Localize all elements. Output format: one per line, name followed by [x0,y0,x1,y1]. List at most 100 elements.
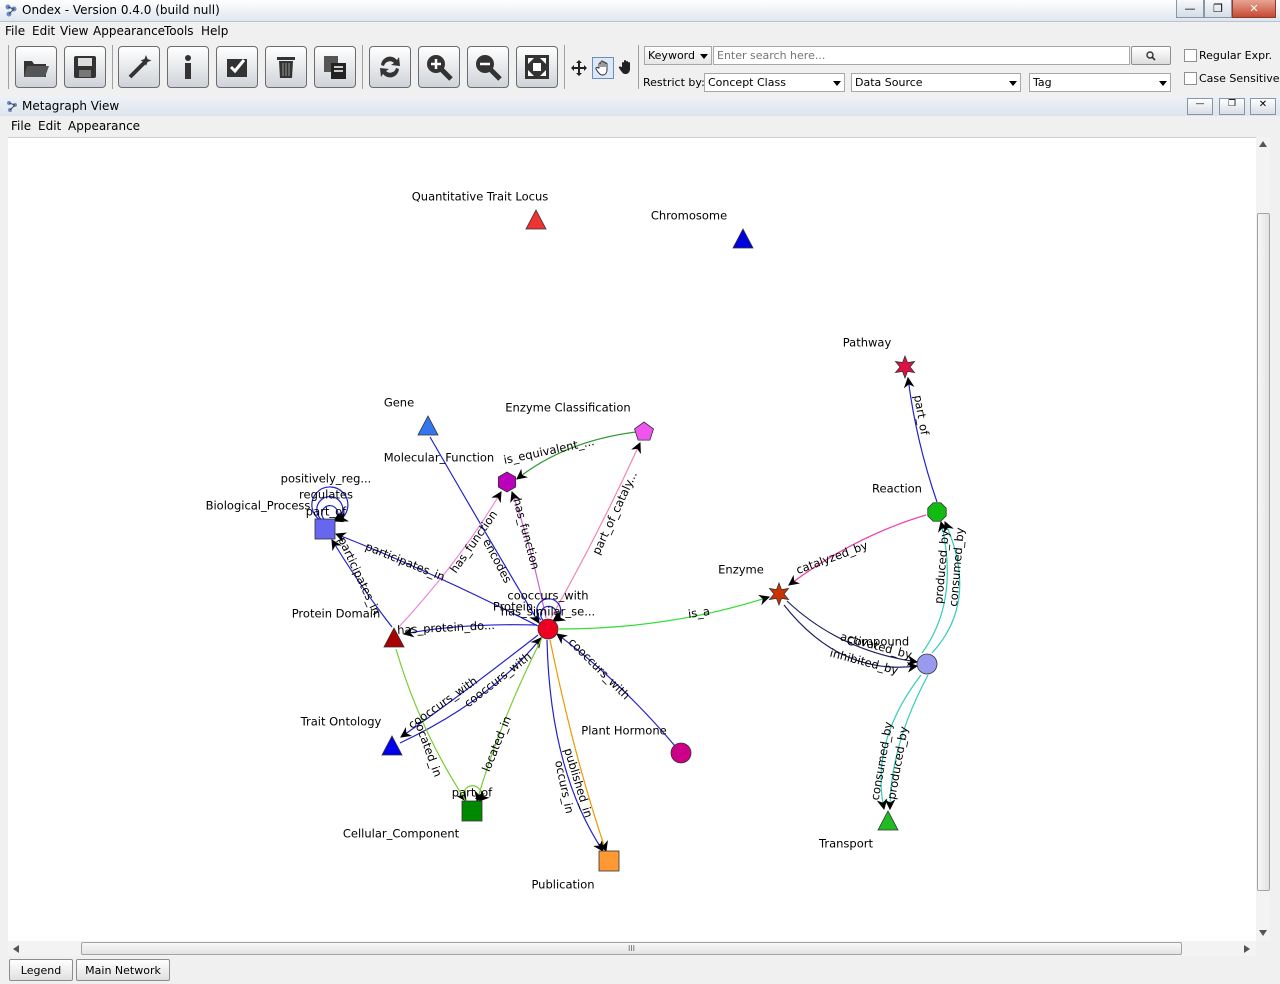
menu-view[interactable]: View [60,24,89,38]
ondex-app-icon [5,4,17,17]
minimize-button[interactable]: — [1176,0,1204,18]
edge-e4[interactable] [931,521,961,654]
edge-label-e15: participates_in [363,539,447,584]
pan-tool-button[interactable] [592,57,614,79]
edge-e2[interactable] [788,514,927,586]
concept-class-select[interactable]: Concept Class [704,73,845,92]
node-molfunc[interactable] [497,471,517,493]
node-protein[interactable] [537,618,559,640]
inner-minimize-button[interactable]: — [1187,98,1213,115]
edge-e8[interactable] [884,674,929,811]
search-input[interactable] [713,46,1130,65]
metagraph-svg[interactable]: part_of catalyzed_by produced_byconsumed_b… [8,138,1256,942]
edge-e5[interactable] [786,600,919,666]
edge-e6[interactable] [783,604,919,673]
search-button[interactable] [1131,46,1171,65]
case-sensitive-checkbox[interactable] [1184,72,1197,85]
tab-main-network[interactable]: Main Network [76,959,170,981]
inner-menu-file[interactable]: File [11,119,32,133]
node-pathway[interactable] [894,354,916,380]
menu-file[interactable]: File [5,24,26,38]
scroll-up-icon[interactable] [1259,141,1267,147]
edge-e17[interactable] [311,486,350,522]
edge-e1[interactable] [903,376,938,503]
node-bioproc[interactable] [314,518,336,540]
node-planthormone[interactable] [670,742,692,764]
vertical-scroll-thumb[interactable] [1257,213,1270,891]
move-icon[interactable] [570,59,588,77]
open-button[interactable] [15,46,57,88]
node-label-gene: Gene [384,396,414,410]
info-button[interactable] [167,46,209,88]
edge-e16[interactable] [331,539,393,628]
inner-close-button[interactable]: ✕ [1250,98,1276,115]
edge-e23[interactable] [400,634,539,738]
regular-expr-checkbox[interactable] [1184,49,1197,62]
zoom-in-button[interactable] [418,46,460,88]
edge-e11[interactable] [550,442,641,619]
edge-e19[interactable] [321,505,345,523]
graph-canvas[interactable]: part_of catalyzed_by produced_by consumed_b… [8,137,1256,942]
menu-tools[interactable]: Tools [164,24,194,38]
copy-button[interactable] [314,46,356,88]
refresh-button[interactable] [369,46,411,88]
search-mode-select[interactable]: Keyword [644,46,712,65]
horizontal-scrollbar[interactable]: III [8,941,1256,956]
edge-e29[interactable] [546,639,604,852]
edge-e13[interactable] [429,436,540,624]
menu-help[interactable]: Help [201,24,229,38]
edge-e27[interactable] [474,637,543,803]
menu-edit[interactable]: Edit [32,24,56,38]
inner-menu-appearance[interactable]: Appearance [68,119,141,133]
zoom-out-button[interactable] [467,46,509,88]
node-gene[interactable] [417,415,439,436]
node-label-qtl: Quantitative Trait Locus [412,190,549,204]
edge-e28[interactable] [462,785,490,802]
menu-appearance[interactable]: Appearance [93,24,166,38]
close-button[interactable]: ✕ [1232,0,1276,18]
node-transport[interactable] [877,810,899,831]
magic-wand-button[interactable] [118,46,160,88]
data-source-value: Data Source [855,76,923,89]
save-button[interactable] [64,46,106,88]
scroll-right-icon[interactable] [1244,945,1250,953]
edge-e24[interactable] [399,637,542,744]
inner-maximize-button[interactable]: ❐ [1219,98,1245,115]
node-cellcomp[interactable] [461,800,483,822]
node-qtl[interactable] [525,209,547,230]
edge-e7[interactable] [876,674,922,811]
edge-e9[interactable] [558,594,771,630]
maximize-button[interactable]: ❐ [1204,0,1232,18]
inner-menu-edit[interactable]: Edit [38,119,62,133]
tab-legend[interactable]: Legend [9,959,73,981]
tag-select[interactable]: Tag [1029,73,1171,92]
grab-hand-icon[interactable] [618,59,634,75]
edge-e30[interactable] [549,639,608,853]
folder-open-icon [24,61,49,77]
node-enzclass[interactable] [634,421,654,441]
edge-e20[interactable] [402,624,538,638]
data-source-select[interactable]: Data Source [851,73,1021,92]
scroll-left-icon[interactable] [13,945,19,953]
vertical-scrollbar[interactable] [1256,137,1270,941]
edge-e3[interactable] [921,520,949,654]
node-chromosome[interactable] [732,228,754,249]
edge-e22[interactable] [540,605,565,622]
delete-button[interactable] [265,46,307,88]
horizontal-scroll-thumb[interactable]: III [81,942,1182,955]
edge-e10[interactable] [516,431,637,480]
edge-e14[interactable] [397,491,502,629]
edge-e15[interactable] [334,532,539,627]
edge-e12[interactable] [510,490,547,619]
edge-e26[interactable] [395,648,467,802]
select-button[interactable] [216,46,258,88]
node-enzyme[interactable] [768,581,790,607]
node-traitont[interactable] [381,735,403,756]
fit-to-screen-button[interactable] [516,46,558,88]
edge-e25[interactable] [556,633,676,747]
node-reaction[interactable] [927,502,947,522]
node-protdomain[interactable] [383,627,405,648]
scroll-down-icon[interactable] [1259,930,1267,936]
node-compound[interactable] [916,653,938,675]
node-publication[interactable] [598,850,620,872]
